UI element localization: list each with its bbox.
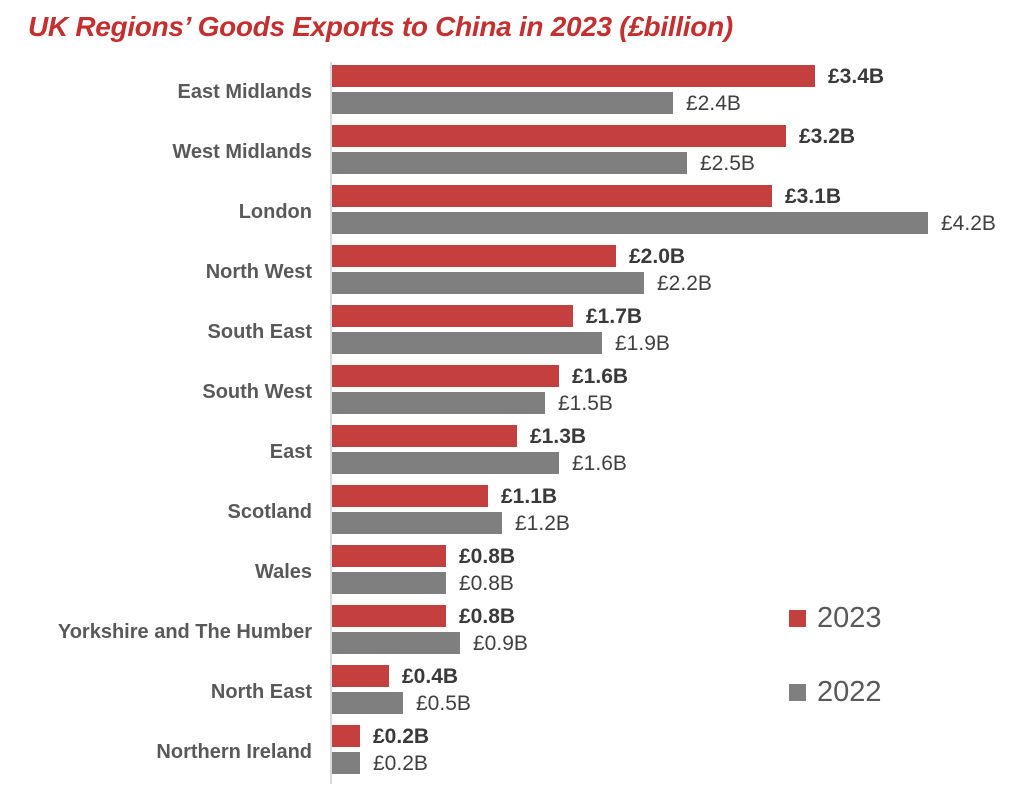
value-label-2022-yorkshire-and-the-humber: £0.9B xyxy=(473,632,528,655)
category-label-east-midlands: East Midlands xyxy=(177,81,312,103)
value-label-2023-west-midlands: £3.2B xyxy=(799,125,856,148)
bar-2022-wales xyxy=(332,572,446,594)
legend-label-2022: 2022 xyxy=(817,676,882,708)
bar-2022-northern-ireland xyxy=(332,752,360,774)
chart-row-north-east: North East £0.4B £0.5B xyxy=(0,662,1024,722)
value-label-2022-south-east: £1.9B xyxy=(615,332,670,355)
y-axis-line xyxy=(330,62,332,784)
value-label-2022-scotland: £1.2B xyxy=(515,512,570,535)
category-label-south-east: South East xyxy=(207,321,312,343)
value-label-2023-north-east: £0.4B xyxy=(402,665,459,688)
chart-row-north-west: North West £2.0B £2.2B xyxy=(0,242,1024,302)
bar-2023-north-west xyxy=(332,245,616,267)
legend-swatch-2022 xyxy=(789,683,806,701)
category-label-east: East xyxy=(269,441,312,463)
value-label-2022-wales: £0.8B xyxy=(459,572,514,595)
legend-item-2023: 2023 xyxy=(789,602,882,634)
bar-2023-yorkshire-and-the-humber xyxy=(332,605,446,627)
bar-2022-scotland xyxy=(332,512,502,534)
category-label-north-west: North West xyxy=(205,261,312,283)
bar-2023-scotland xyxy=(332,485,488,507)
bar-2022-north-east xyxy=(332,692,403,714)
bar-2023-london xyxy=(332,185,772,207)
chart-row-london: London £3.1B £4.2B xyxy=(0,182,1024,242)
bar-2023-south-west xyxy=(332,365,559,387)
chart-row-scotland: Scotland £1.1B £1.2B xyxy=(0,482,1024,542)
chart-row-south-east: South East £1.7B £1.9B xyxy=(0,302,1024,362)
category-label-wales: Wales xyxy=(254,561,312,583)
category-label-west-midlands: West Midlands xyxy=(172,141,312,163)
bar-2023-east-midlands xyxy=(332,65,815,87)
value-label-2022-north-east: £0.5B xyxy=(416,692,471,715)
bar-2023-south-east xyxy=(332,305,573,327)
bar-2022-south-east xyxy=(332,332,602,354)
bar-2022-east-midlands xyxy=(332,92,673,114)
chart-row-east: East £1.3B £1.6B xyxy=(0,422,1024,482)
value-label-2023-east: £1.3B xyxy=(530,425,587,448)
value-label-2022-south-west: £1.5B xyxy=(558,392,613,415)
value-label-2022-northern-ireland: £0.2B xyxy=(373,752,428,775)
bar-2022-east xyxy=(332,452,559,474)
value-label-2023-northern-ireland: £0.2B xyxy=(373,725,430,748)
bar-2023-west-midlands xyxy=(332,125,786,147)
value-label-2023-north-west: £2.0B xyxy=(629,245,686,268)
category-label-scotland: Scotland xyxy=(227,501,312,523)
bar-2022-west-midlands xyxy=(332,152,687,174)
value-label-2022-east: £1.6B xyxy=(572,452,627,475)
bar-2023-northern-ireland xyxy=(332,725,360,747)
value-label-2023-south-west: £1.6B xyxy=(572,365,629,388)
bar-2023-east xyxy=(332,425,517,447)
value-label-2022-east-midlands: £2.4B xyxy=(686,92,741,115)
legend-swatch-2023 xyxy=(789,609,806,627)
bar-2022-north-west xyxy=(332,272,644,294)
chart-row-east-midlands: East Midlands £3.4B £2.4B xyxy=(0,62,1024,122)
chart-row-south-west: South West £1.6B £1.5B xyxy=(0,362,1024,422)
bar-2022-south-west xyxy=(332,392,545,414)
category-label-northern-ireland: Northern Ireland xyxy=(156,741,312,763)
category-label-london: London xyxy=(238,201,312,223)
category-label-yorkshire-and-the-humber: Yorkshire and The Humber xyxy=(57,621,312,643)
value-label-2023-wales: £0.8B xyxy=(459,545,516,568)
category-label-north-east: North East xyxy=(210,681,312,703)
value-label-2023-london: £3.1B xyxy=(785,185,842,208)
legend-label-2023: 2023 xyxy=(817,602,882,634)
bar-2023-wales xyxy=(332,545,446,567)
category-label-south-west: South West xyxy=(202,381,312,403)
value-label-2023-east-midlands: £3.4B xyxy=(828,65,885,88)
value-label-2022-west-midlands: £2.5B xyxy=(700,152,755,175)
chart-row-west-midlands: West Midlands £3.2B £2.5B xyxy=(0,122,1024,182)
value-label-2022-north-west: £2.2B xyxy=(657,272,712,295)
value-label-2023-scotland: £1.1B xyxy=(501,485,558,508)
bar-2022-yorkshire-and-the-humber xyxy=(332,632,460,654)
value-label-2022-london: £4.2B xyxy=(941,212,996,235)
value-label-2023-yorkshire-and-the-humber: £0.8B xyxy=(459,605,516,628)
chart-row-northern-ireland: Northern Ireland £0.2B £0.2B xyxy=(0,722,1024,782)
chart-row-wales: Wales £0.8B £0.8B xyxy=(0,542,1024,602)
bar-2023-north-east xyxy=(332,665,389,687)
chart-row-yorkshire-and-the-humber: Yorkshire and The Humber £0.8B £0.9B xyxy=(0,602,1024,662)
bar-2022-london xyxy=(332,212,928,234)
chart-title: UK Regions’ Goods Exports to China in 20… xyxy=(28,11,733,42)
value-label-2023-south-east: £1.7B xyxy=(586,305,643,328)
legend-item-2022: 2022 xyxy=(789,676,882,708)
